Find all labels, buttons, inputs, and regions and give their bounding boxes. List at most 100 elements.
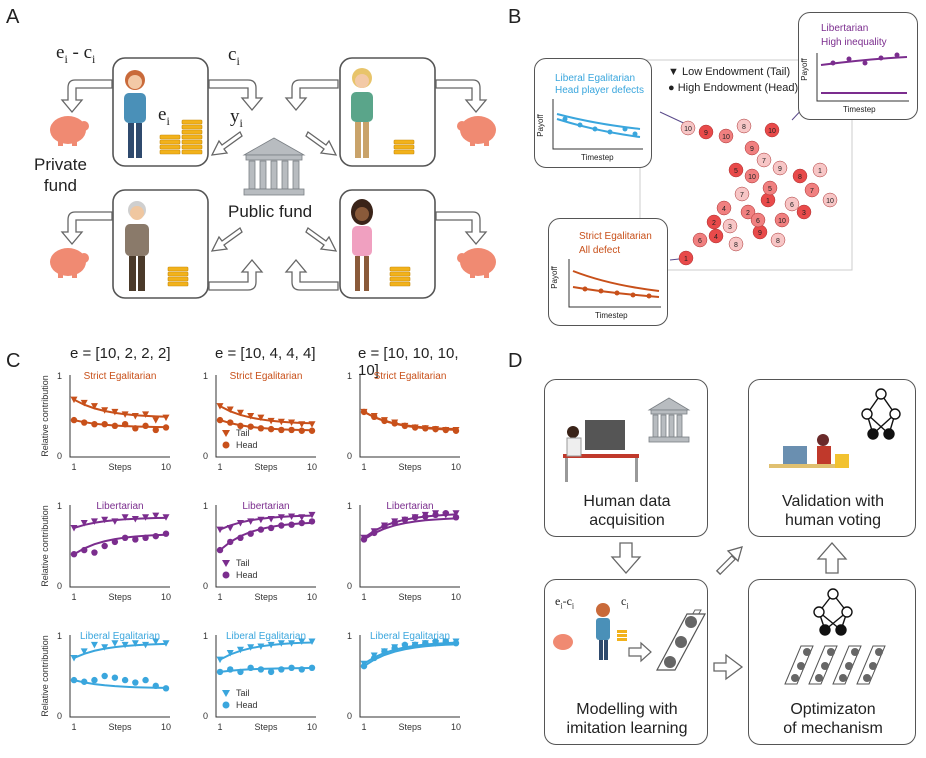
head-point xyxy=(111,422,119,430)
tail-point xyxy=(267,417,275,425)
tail-point xyxy=(247,413,255,420)
head-point xyxy=(288,521,295,528)
ytick-0: 0 xyxy=(203,711,208,721)
y-label: yi xyxy=(230,106,243,130)
arrow-contribution-3 xyxy=(208,258,264,291)
scatter-point xyxy=(822,192,838,208)
xtick-1: 1 xyxy=(217,722,222,732)
head-point xyxy=(81,419,88,426)
scatter-point-label: 9 xyxy=(758,230,762,237)
tail-point xyxy=(70,524,78,532)
head-point xyxy=(391,519,398,527)
tail-point xyxy=(152,417,160,424)
tail-point xyxy=(277,640,285,647)
box2-label: Validation with human voting xyxy=(782,493,884,529)
scatter-point xyxy=(706,214,722,230)
tail-point xyxy=(216,526,224,534)
scatter-point xyxy=(792,168,808,184)
scatter-point-label: 1 xyxy=(684,256,688,263)
y-axis-label: Relative contribution xyxy=(40,375,50,457)
tail-point xyxy=(101,407,109,414)
y-axis-label: Relative contribution xyxy=(40,635,50,717)
xtick-1: 1 xyxy=(71,462,76,472)
box-validation: Validation with human voting xyxy=(748,379,916,537)
person-4-icon xyxy=(351,199,373,291)
scatter-point-label: 1 xyxy=(766,198,770,205)
tail-point xyxy=(247,644,255,651)
arrow-contribution-4 xyxy=(284,258,339,291)
optimization-illustration xyxy=(784,588,886,685)
head-point xyxy=(162,424,170,431)
e-minus-c-label: ei - ci xyxy=(56,42,96,66)
scatter-point-label: 10 xyxy=(768,128,776,135)
head-point xyxy=(237,534,244,541)
legend-tail-label: Tail xyxy=(236,428,250,438)
inset-strict-egalitarian: Strict Egalitarian All defect Payoff Tim… xyxy=(548,218,668,326)
chart-axes xyxy=(69,505,170,588)
series-line-tail xyxy=(219,514,313,531)
tail-point xyxy=(162,414,170,422)
arrow-payout-2 xyxy=(305,131,338,156)
head-point xyxy=(371,654,378,662)
scatter-point xyxy=(784,196,800,212)
series-line-tail xyxy=(219,405,313,425)
tail-point xyxy=(142,641,150,649)
ytick-0: 0 xyxy=(57,451,62,461)
inset3-plot xyxy=(568,259,661,308)
tail-point xyxy=(121,514,129,521)
arrow-contribution xyxy=(208,79,264,112)
piggy-bank-icon-4 xyxy=(457,248,496,278)
inset2-title2: High inequality xyxy=(821,37,887,48)
chart-axes xyxy=(69,635,170,718)
head-point xyxy=(371,413,378,421)
scatter-point-label: 10 xyxy=(778,218,786,225)
head-point xyxy=(132,536,139,543)
head-point xyxy=(142,676,149,684)
box4-label: Optimizaton of mechanism xyxy=(783,701,883,737)
head-point xyxy=(142,534,149,541)
head-point xyxy=(216,668,224,676)
tail-point xyxy=(308,421,316,428)
mini-e-minus-c: ei-ci xyxy=(555,594,575,611)
legend-tail-marker xyxy=(222,560,230,567)
head-point xyxy=(391,644,398,652)
box-imitation-learning: ei-ci ci Modelling with imitation learnin… xyxy=(544,579,708,745)
c-col-title-3: e = [10, 10, 10, 10] xyxy=(358,345,459,379)
panel-c: e = [10, 2, 2, 2] e = [10, 4, 4, 4] e = … xyxy=(0,345,480,758)
xtick-1: 1 xyxy=(217,462,222,472)
head-point xyxy=(216,416,224,424)
tail-point xyxy=(288,640,296,647)
xtick-10: 10 xyxy=(307,722,317,732)
arrow-right-d xyxy=(713,653,744,681)
series-line-tail xyxy=(73,642,167,659)
tail-point xyxy=(80,520,88,527)
xtick-1: 1 xyxy=(361,462,366,472)
piggy-bank-icon-1 xyxy=(50,116,89,146)
tail-point xyxy=(257,516,265,524)
head-point xyxy=(452,514,460,521)
arrow-to-model xyxy=(628,641,652,663)
scatter-point-label: 8 xyxy=(798,174,802,181)
scatter-point-label: 7 xyxy=(740,192,744,199)
head-point xyxy=(111,674,119,681)
head-point xyxy=(298,519,305,527)
arrow-up-d xyxy=(816,542,848,574)
scatter-point-label: 3 xyxy=(728,224,732,231)
ytick-0: 0 xyxy=(203,451,208,461)
chart-axes xyxy=(359,505,460,588)
coins-icon-1 xyxy=(159,119,203,155)
tail-point xyxy=(121,641,129,649)
xtick-10: 10 xyxy=(307,592,317,602)
head-point xyxy=(422,425,429,432)
head-point xyxy=(432,638,439,645)
x-axis-label: Steps xyxy=(254,722,278,732)
head-point xyxy=(401,516,409,523)
xtick-10: 10 xyxy=(161,592,171,602)
piggy-bank-icon-5 xyxy=(553,634,573,650)
legend-head-marker xyxy=(222,701,230,709)
box-optimization: Optimizaton of mechanism xyxy=(748,579,916,745)
arrow-payout-1 xyxy=(210,131,243,156)
tail-point xyxy=(101,516,109,524)
scatter-point-label: 4 xyxy=(722,206,726,213)
head-point xyxy=(401,422,409,430)
